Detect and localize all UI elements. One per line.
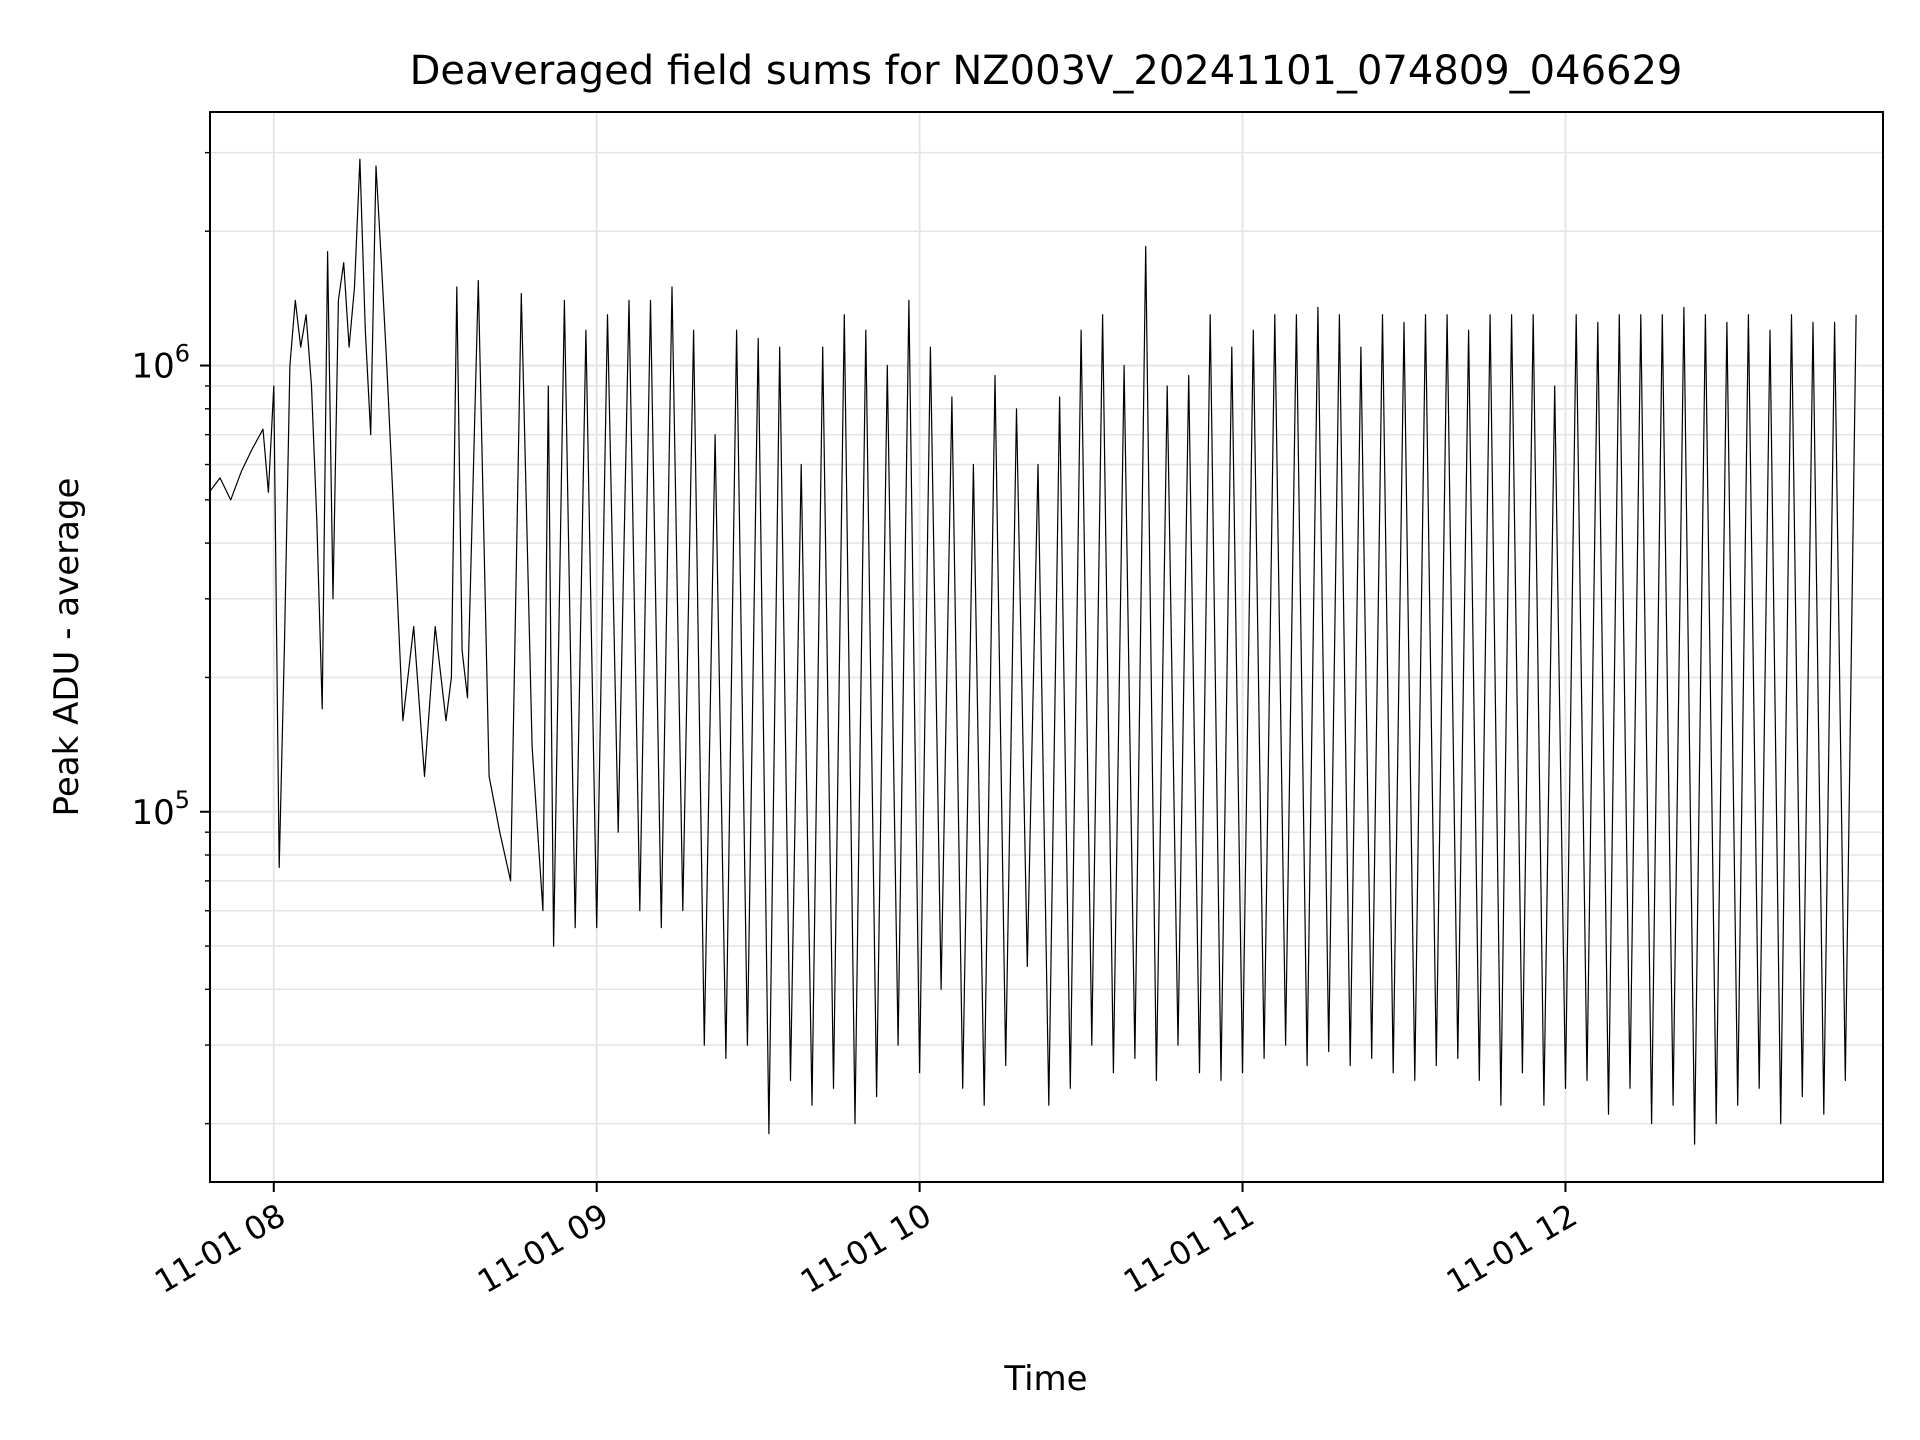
y-tick-label: 106 — [131, 340, 190, 387]
y-axis: 105 106 — [131, 151, 210, 1125]
series-line — [208, 158, 1857, 1145]
grid-lines — [210, 112, 1883, 1182]
y-axis-label: Peak ADU - average — [47, 478, 87, 817]
plot-frame — [209, 111, 1884, 1183]
chart-title: Deaveraged field sums for NZ003V_2024110… — [410, 48, 1683, 94]
x-axis-label: Time — [1003, 1359, 1087, 1399]
y-tick-label: 105 — [131, 786, 190, 833]
